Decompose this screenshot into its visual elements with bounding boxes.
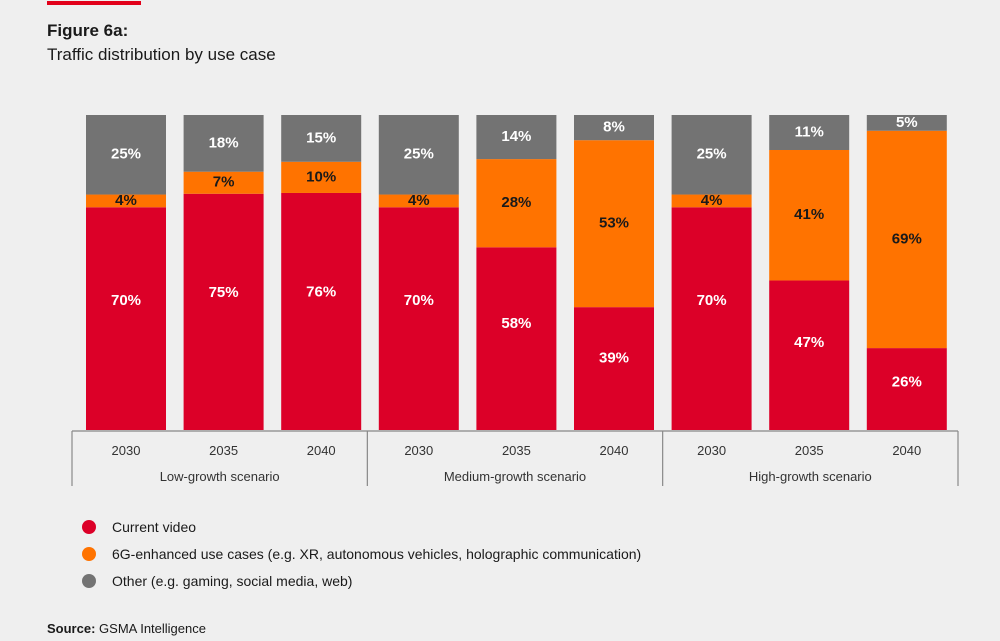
bar-segment (574, 115, 654, 141)
data-label: 70% (697, 292, 727, 309)
x-tick-label: 2035 (209, 443, 238, 458)
legend-item-other: Other (e.g. gaming, social media, web) (82, 567, 641, 594)
bar-segment (476, 115, 557, 160)
bar-segment (769, 115, 850, 150)
bar-segment (574, 307, 654, 430)
data-label: 7% (213, 174, 235, 191)
legend-item-current-video: Current video (82, 513, 641, 540)
bar-segment (574, 140, 654, 308)
data-label: 75% (209, 284, 239, 301)
bar-segment (183, 115, 264, 172)
data-label: 8% (603, 119, 625, 136)
legend-item-6g-enhanced: 6G-enhanced use cases (e.g. XR, autonomo… (82, 540, 641, 567)
data-label: 41% (794, 206, 824, 223)
data-label: 5% (896, 114, 918, 131)
bar-segment (671, 115, 752, 195)
data-label: 4% (701, 192, 723, 209)
bar-segment (281, 161, 362, 193)
group-label: Medium-growth scenario (444, 469, 586, 484)
data-label: 4% (115, 192, 137, 209)
bar-segment (671, 194, 752, 208)
data-label: 53% (599, 215, 629, 232)
source-note: Source: GSMA Intelligence (47, 621, 206, 636)
data-label: 76% (306, 283, 336, 300)
bar-segment (86, 115, 166, 195)
group-label: High-growth scenario (749, 469, 872, 484)
data-label: 25% (111, 146, 141, 163)
x-tick-label: 2040 (892, 443, 921, 458)
legend: Current video 6G-enhanced use cases (e.g… (82, 513, 641, 594)
data-label: 39% (599, 350, 629, 367)
data-label: 70% (404, 292, 434, 309)
data-label: 14% (501, 128, 531, 145)
x-tick-label: 2030 (404, 443, 433, 458)
bar-segment (769, 150, 850, 281)
data-label: 18% (209, 134, 239, 151)
legend-dot-icon (82, 519, 96, 534)
data-label: 47% (794, 334, 824, 351)
data-label: 25% (404, 146, 434, 163)
figure-label: Figure 6a: (47, 21, 129, 40)
bar-segment (86, 207, 166, 430)
x-tick-label: 2040 (307, 443, 336, 458)
data-label: 10% (306, 168, 336, 185)
bar-segment (378, 115, 459, 195)
legend-label: Other (e.g. gaming, social media, web) (112, 572, 353, 589)
x-tick-label: 2040 (600, 443, 629, 458)
legend-dot-icon (82, 573, 96, 588)
figure-title: Traffic distribution by use case (47, 45, 276, 64)
data-label: 70% (111, 292, 141, 309)
bar-segment (476, 159, 557, 248)
data-label: 26% (892, 373, 922, 390)
x-tick-label: 2030 (697, 443, 726, 458)
x-tick-label: 2035 (795, 443, 824, 458)
bar-segment (183, 193, 264, 430)
bar-segment (281, 192, 362, 430)
data-label: 4% (408, 192, 430, 209)
data-label: 15% (306, 129, 336, 146)
group-label: Low-growth scenario (160, 469, 280, 484)
data-label: 58% (501, 315, 531, 332)
bar-segment (86, 194, 166, 208)
x-tick-label: 2030 (112, 443, 141, 458)
bar-segment (866, 115, 947, 131)
source-label: Source: (47, 621, 96, 636)
source-text: GSMA Intelligence (99, 621, 206, 636)
legend-label: 6G-enhanced use cases (e.g. XR, autonomo… (112, 545, 642, 562)
bar-segment (866, 348, 947, 430)
bar-segment (866, 130, 947, 349)
bar-segment (281, 115, 362, 162)
bar-segment (378, 194, 459, 208)
bar-segment (671, 207, 752, 430)
data-label: 28% (501, 194, 531, 211)
bar-segment (183, 171, 264, 194)
data-label: 69% (892, 230, 922, 247)
legend-label: Current video (112, 518, 197, 535)
bar-segment (476, 247, 557, 430)
x-tick-label: 2035 (502, 443, 531, 458)
data-label: 11% (795, 123, 824, 140)
bar-segment (378, 207, 459, 430)
accent-line (47, 1, 141, 5)
legend-dot-icon (82, 546, 96, 561)
data-label: 25% (697, 146, 727, 163)
bar-segment (769, 280, 850, 430)
